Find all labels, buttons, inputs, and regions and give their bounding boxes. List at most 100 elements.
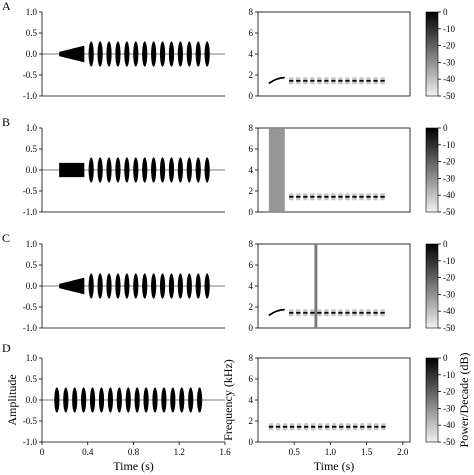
spectrogram-panel: 8 6 4 2 0: [249, 239, 411, 333]
y-tick-label: -1.0: [23, 207, 38, 217]
y-tick-label: 2: [249, 70, 254, 80]
pulse: [125, 387, 131, 413]
x-tick-label: 1.2: [174, 447, 185, 457]
colorbar-title: Power/Decade (dB): [457, 353, 471, 448]
y-tick-label: 0.0: [26, 281, 38, 291]
pulse: [204, 273, 210, 299]
chirp-trace: [268, 76, 285, 85]
pulse: [195, 41, 201, 67]
pulse: [168, 273, 175, 299]
y-tick-label: 0: [249, 207, 254, 217]
colorbar: 0 -10 -20 -30 -40 -50: [425, 7, 455, 101]
x-tick-label: 0.8: [128, 447, 140, 457]
y-tick-label: 0.5: [26, 144, 38, 154]
pulse: [151, 157, 157, 183]
y-tick-label: 1.0: [26, 7, 38, 17]
colorbar-tick-label: -50: [443, 91, 455, 101]
panel-label: A: [2, 0, 11, 13]
colorbar-tick-label: -10: [443, 256, 455, 266]
pulse: [133, 41, 139, 67]
y-tick-label: 8: [249, 353, 254, 363]
pulse: [197, 387, 203, 413]
colorbar-tick-label: -10: [443, 24, 455, 34]
pulse: [63, 387, 69, 413]
colorbar-tick-label: -30: [443, 403, 455, 413]
y-axis-title: Amplitude: [5, 374, 19, 425]
colorbar-gradient: [425, 357, 439, 443]
colorbar-tick-label: -10: [443, 370, 455, 380]
y-tick-label: 0.0: [26, 395, 38, 405]
colorbar-tick-label: -10: [443, 140, 455, 150]
pulse: [142, 273, 148, 299]
pulse: [72, 387, 78, 413]
y-tick-label: 4: [249, 281, 254, 291]
x-tick-label: 0.5: [289, 447, 301, 457]
x-tick-label: 1.6: [219, 447, 231, 457]
pulse: [115, 41, 121, 67]
y-tick-label: -0.5: [23, 70, 38, 80]
pulse: [204, 41, 210, 67]
waveform-panel: 1.0 0.5 0.0 -0.5 -1.0: [23, 123, 225, 217]
pulse: [97, 273, 103, 299]
x-axis-title: Time (s): [113, 459, 154, 473]
pulse: [115, 273, 121, 299]
y-tick-label: 4: [249, 165, 254, 175]
colorbar-tick-label: 0: [443, 123, 448, 133]
y-tick-label: 0: [249, 323, 254, 333]
pulse: [170, 387, 176, 413]
y-tick-label: 4: [249, 49, 254, 59]
pulse: [177, 41, 183, 67]
spectrogram-panel: 8 6 4 2 0: [249, 123, 411, 217]
pulse: [177, 273, 183, 299]
y-axis-title: Frequency (kHz): [221, 359, 235, 441]
pulse: [134, 387, 140, 413]
pulse: [161, 387, 167, 413]
pulse: [142, 157, 148, 183]
x-tick-label: 0.4: [82, 447, 94, 457]
pulse: [97, 157, 103, 183]
pulse: [168, 41, 175, 67]
colorbar-gradient: [425, 243, 439, 329]
y-tick-label: 1.0: [26, 123, 38, 133]
pulse: [179, 387, 185, 413]
colorbar-tick-label: -50: [443, 207, 455, 217]
y-tick-label: -0.5: [23, 302, 38, 312]
pulse: [195, 273, 201, 299]
noise-band: [314, 244, 318, 328]
pulse: [159, 41, 166, 67]
chirp-burst: [59, 277, 85, 295]
colorbar-tick-label: -40: [443, 74, 455, 84]
colorbar-tick-label: -20: [443, 387, 455, 397]
pulse: [88, 41, 94, 67]
x-tick-label: 0: [40, 447, 45, 457]
colorbar-tick-label: -40: [443, 190, 455, 200]
x-tick-label: 1.5: [361, 447, 373, 457]
y-tick-label: 6: [249, 28, 254, 38]
y-tick-label: -0.5: [23, 186, 38, 196]
y-tick-label: 6: [249, 144, 254, 154]
y-tick-label: -1.0: [23, 91, 38, 101]
colorbar-gradient: [425, 11, 439, 97]
colorbar-tick-label: 0: [443, 353, 448, 363]
waveform-panel: 1.0 0.5 0.0 -0.5 -1.00 0.4 0.8 1.2 1.6 Amplitude T…: [5, 353, 231, 473]
pulse: [107, 387, 113, 413]
pulse: [177, 157, 183, 183]
y-tick-label: 8: [249, 123, 254, 133]
colorbar-tick-label: -20: [443, 273, 455, 283]
pulse: [143, 387, 149, 413]
pulse: [106, 41, 112, 67]
pulse: [168, 157, 175, 183]
colorbar-tick-label: -30: [443, 289, 455, 299]
chirp-burst: [59, 45, 85, 63]
waveform-panel: 1.0 0.5 0.0 -0.5 -1.0: [23, 239, 225, 333]
pulse: [106, 157, 112, 183]
y-tick-label: 0.0: [26, 165, 38, 175]
noise-burst: [59, 162, 85, 178]
pulse: [116, 387, 122, 413]
pulse: [204, 157, 210, 183]
y-tick-label: 8: [249, 7, 254, 17]
y-tick-label: 2: [249, 302, 254, 312]
y-tick-label: 8: [249, 239, 254, 249]
